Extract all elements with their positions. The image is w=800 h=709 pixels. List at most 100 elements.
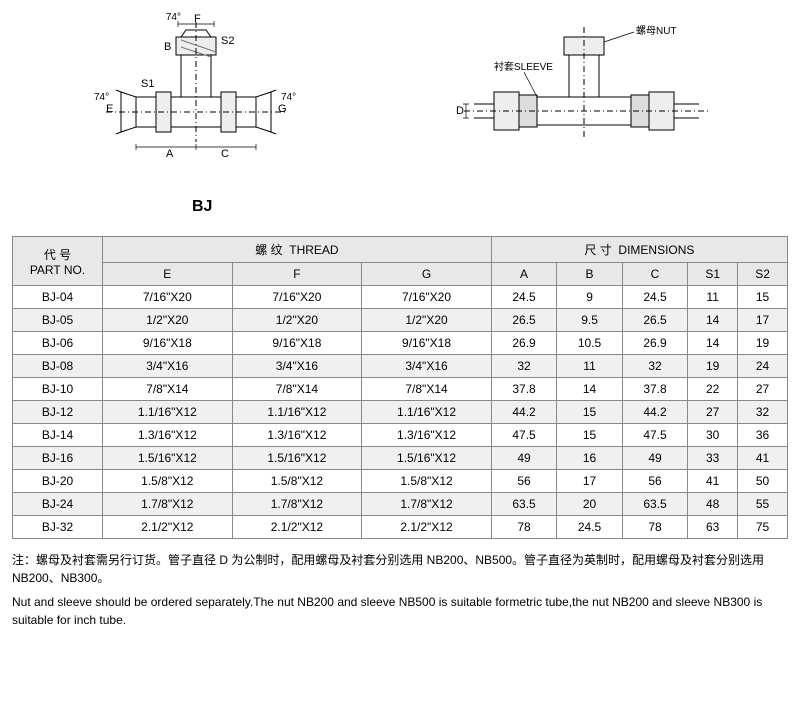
cell-S2: 24: [738, 355, 788, 378]
col-dims-group: 尺 寸 DIMENSIONS: [491, 237, 787, 263]
table-row: BJ-083/4"X163/4"X163/4"X163211321924: [13, 355, 788, 378]
cell-A: 49: [491, 447, 556, 470]
cell-C: 44.2: [622, 401, 687, 424]
cell-G: 1.5/16"X12: [362, 447, 492, 470]
cell-G: 1.3/16"X12: [362, 424, 492, 447]
col-S1: S1: [688, 263, 738, 286]
dim-B: B: [164, 41, 171, 53]
cell-S2: 75: [738, 516, 788, 539]
cell-F: 1.5/16"X12: [232, 447, 362, 470]
dim-F: F: [194, 13, 201, 25]
cell-S2: 27: [738, 378, 788, 401]
cell-E: 1.7/8"X12: [103, 493, 233, 516]
cell-E: 1.1/16"X12: [103, 401, 233, 424]
cell-pn: BJ-14: [13, 424, 103, 447]
cell-pn: BJ-10: [13, 378, 103, 401]
cell-pn: BJ-24: [13, 493, 103, 516]
cell-S1: 27: [688, 401, 738, 424]
cell-E: 7/16"X20: [103, 286, 233, 309]
thread-en: THREAD: [289, 243, 338, 257]
cell-S1: 14: [688, 332, 738, 355]
cell-F: 7/8"X14: [232, 378, 362, 401]
diagram-right: 螺母NUT 衬套SLEEVE D: [454, 12, 714, 165]
dim-D: D: [456, 105, 464, 117]
cell-C: 26.9: [622, 332, 687, 355]
cell-B: 11: [557, 355, 622, 378]
cell-A: 24.5: [491, 286, 556, 309]
cell-A: 78: [491, 516, 556, 539]
cell-F: 1.1/16"X12: [232, 401, 362, 424]
col-G: G: [362, 263, 492, 286]
tee-fitting-left-svg: A C F B S2 S1 E G 74° 74° 74°: [86, 12, 306, 162]
cell-S1: 41: [688, 470, 738, 493]
cell-A: 26.5: [491, 309, 556, 332]
cell-F: 3/4"X16: [232, 355, 362, 378]
cell-A: 47.5: [491, 424, 556, 447]
cell-G: 3/4"X16: [362, 355, 492, 378]
col-thread-group: 螺 纹 THREAD: [103, 237, 492, 263]
cell-B: 9.5: [557, 309, 622, 332]
notes-section: 注：螺母及衬套需另行订货。管子直径 D 为公制时，配用螺母及衬套分别选用 NB2…: [12, 551, 788, 629]
table-row: BJ-241.7/8"X121.7/8"X121.7/8"X1263.52063…: [13, 493, 788, 516]
cell-G: 1.1/16"X12: [362, 401, 492, 424]
cell-B: 17: [557, 470, 622, 493]
cell-pn: BJ-08: [13, 355, 103, 378]
cell-S1: 33: [688, 447, 738, 470]
cell-B: 15: [557, 424, 622, 447]
cell-S1: 14: [688, 309, 738, 332]
cell-S1: 63: [688, 516, 738, 539]
note-cn: 注：螺母及衬套需另行订货。管子直径 D 为公制时，配用螺母及衬套分别选用 NB2…: [12, 551, 788, 587]
cell-B: 24.5: [557, 516, 622, 539]
cell-G: 1/2"X20: [362, 309, 492, 332]
cell-S1: 30: [688, 424, 738, 447]
cell-S1: 22: [688, 378, 738, 401]
partno-cn: 代 号: [44, 248, 71, 262]
cell-E: 3/4"X16: [103, 355, 233, 378]
table-row: BJ-161.5/16"X121.5/16"X121.5/16"X1249164…: [13, 447, 788, 470]
column-header-row: E F G A B C S1 S2: [13, 263, 788, 286]
cell-G: 2.1/2"X12: [362, 516, 492, 539]
angle-top: 74°: [166, 12, 181, 23]
table-row: BJ-069/16"X189/16"X189/16"X1826.910.526.…: [13, 332, 788, 355]
cell-B: 14: [557, 378, 622, 401]
cell-C: 56: [622, 470, 687, 493]
cell-A: 32: [491, 355, 556, 378]
cell-pn: BJ-16: [13, 447, 103, 470]
cell-C: 78: [622, 516, 687, 539]
col-B: B: [557, 263, 622, 286]
cell-C: 47.5: [622, 424, 687, 447]
dim-A: A: [166, 148, 174, 160]
cell-G: 1.7/8"X12: [362, 493, 492, 516]
cell-A: 26.9: [491, 332, 556, 355]
cell-F: 1.3/16"X12: [232, 424, 362, 447]
dim-E: E: [106, 103, 113, 115]
model-label: BJ: [192, 198, 212, 216]
cell-B: 9: [557, 286, 622, 309]
cell-pn: BJ-05: [13, 309, 103, 332]
angle-left: 74°: [94, 92, 109, 103]
col-S2: S2: [738, 263, 788, 286]
cell-G: 1.5/8"X12: [362, 470, 492, 493]
cell-C: 37.8: [622, 378, 687, 401]
cell-C: 32: [622, 355, 687, 378]
col-A: A: [491, 263, 556, 286]
cell-A: 63.5: [491, 493, 556, 516]
cell-E: 1.5/8"X12: [103, 470, 233, 493]
col-C: C: [622, 263, 687, 286]
dim-S2: S2: [221, 35, 234, 47]
cell-F: 1.5/8"X12: [232, 470, 362, 493]
cell-C: 49: [622, 447, 687, 470]
table-row: BJ-051/2"X201/2"X201/2"X2026.59.526.5141…: [13, 309, 788, 332]
table-row: BJ-121.1/16"X121.1/16"X121.1/16"X1244.21…: [13, 401, 788, 424]
cell-pn: BJ-04: [13, 286, 103, 309]
cell-S2: 17: [738, 309, 788, 332]
note-en: Nut and sleeve should be ordered separat…: [12, 593, 788, 629]
cell-S1: 19: [688, 355, 738, 378]
dims-en: DIMENSIONS: [618, 243, 694, 257]
cell-F: 2.1/2"X12: [232, 516, 362, 539]
col-E: E: [103, 263, 233, 286]
col-F: F: [232, 263, 362, 286]
dim-C: C: [221, 148, 229, 160]
cell-A: 37.8: [491, 378, 556, 401]
angle-right: 74°: [281, 92, 296, 103]
